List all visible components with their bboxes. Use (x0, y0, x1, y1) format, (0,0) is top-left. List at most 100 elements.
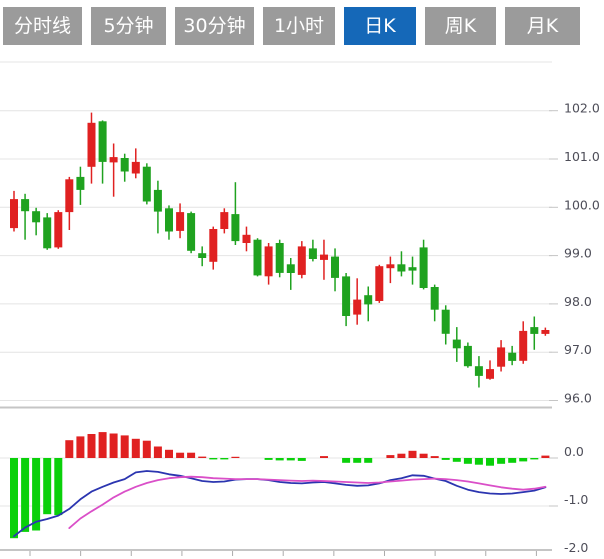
candle-body (463, 345, 472, 367)
macd-axis-label: 0.0 (564, 444, 584, 459)
tab-weekly-k[interactable]: 周K (425, 7, 496, 45)
tab-30-minute[interactable]: 30分钟 (175, 7, 254, 45)
candle-body (98, 121, 107, 162)
macd-histogram-bar (320, 456, 328, 458)
candle-body (65, 179, 74, 213)
candle-body (209, 229, 218, 262)
candle-body (32, 211, 41, 223)
macd-histogram-bar (98, 432, 107, 458)
candle-body (142, 166, 151, 202)
macd-histogram-bar (21, 458, 30, 532)
candle-body (242, 234, 251, 243)
macd-histogram-bar (497, 458, 506, 464)
timeframe-tabbar: 分时线 5分钟 30分钟 1小时 日K 周K 月K (3, 7, 580, 45)
macd-histogram-bar (463, 458, 472, 464)
candle-body (10, 199, 18, 229)
macd-histogram-bar (32, 458, 41, 531)
macd-histogram-bar (131, 438, 140, 458)
macd-histogram-bar (486, 458, 494, 466)
candle-body (109, 157, 118, 163)
candle-body (486, 369, 494, 379)
macd-histogram-bar (508, 458, 517, 463)
macd-histogram-bar (10, 458, 18, 539)
candle-body (320, 254, 328, 260)
macd-histogram-bar (541, 455, 550, 458)
candle-body (176, 212, 185, 231)
candle-body (441, 309, 450, 334)
macd-axis-label: -1.0 (564, 492, 588, 507)
price-axis-label: 102.0 (564, 101, 600, 116)
macd-histogram-bar (342, 458, 351, 463)
macd-histogram-bar (530, 458, 539, 460)
macd-histogram-bar (198, 456, 207, 458)
candle-body (430, 287, 439, 310)
candle-body (297, 246, 306, 275)
macd-histogram-bar (430, 456, 439, 458)
candle-body (530, 327, 539, 334)
candle-body (120, 158, 129, 172)
macd-histogram-bar (220, 458, 229, 460)
price-axis-label: 97.0 (564, 342, 592, 357)
macd-axis-label: -2.0 (564, 540, 588, 555)
tab-5-minute[interactable]: 5分钟 (91, 7, 166, 45)
macd-histogram-bar (364, 458, 373, 463)
candle-body (21, 199, 30, 212)
candle-body (419, 247, 428, 288)
candle-body (165, 208, 173, 232)
candle-body (342, 276, 351, 316)
candle-body (497, 347, 506, 367)
candle-body (474, 366, 483, 376)
tab-monthly-k[interactable]: 月K (505, 7, 580, 45)
macd-histogram-bar (109, 433, 118, 458)
macd-histogram-bar (209, 458, 218, 460)
candle-body (541, 330, 550, 334)
candle-body (54, 212, 63, 248)
price-axis-label: 101.0 (564, 149, 600, 164)
candle-body (264, 246, 273, 277)
macd-histogram-bar (441, 458, 450, 460)
candle-body (153, 189, 162, 212)
candle-body (408, 267, 417, 271)
macd-histogram-bar (408, 450, 417, 458)
candle-body (286, 264, 295, 273)
candle-body (87, 122, 96, 167)
tab-time-share-line[interactable]: 分时线 (3, 7, 82, 45)
candle-body (198, 253, 207, 258)
macd-histogram-bar (165, 449, 173, 458)
price-axis-label: 99.0 (564, 246, 592, 261)
macd-histogram-bar (231, 456, 240, 458)
macd-histogram-bar (297, 458, 306, 461)
candle-body (253, 239, 262, 276)
tab-1-hour[interactable]: 1小时 (263, 7, 335, 45)
candle-body (375, 266, 384, 301)
price-axis-label: 98.0 (564, 294, 592, 309)
macd-histogram-bar (452, 458, 461, 462)
macd-histogram-bar (176, 452, 185, 458)
candle-body (231, 214, 240, 242)
tab-daily-k[interactable]: 日K (344, 7, 416, 45)
macd-histogram-bar (286, 458, 295, 461)
macd-histogram-bar (474, 458, 483, 465)
macd-histogram-bar (386, 455, 395, 458)
candle-body (331, 256, 339, 278)
macd-histogram-bar (142, 440, 151, 458)
macd-histogram-bar (87, 434, 96, 458)
candle-body (386, 264, 395, 269)
macd-histogram-bar (419, 453, 428, 458)
candle-body (508, 352, 517, 361)
candle-body (76, 176, 85, 190)
price-axis-label: 96.0 (564, 391, 592, 406)
macd-histogram-bar (65, 440, 74, 458)
macd-histogram-bar (519, 458, 528, 462)
macd-histogram-bar (43, 458, 52, 515)
candle-body (275, 243, 284, 273)
macd-histogram-bar (397, 453, 406, 458)
macd-histogram-bar (54, 458, 63, 516)
macd-histogram-bar (264, 458, 273, 460)
candle-body (308, 248, 317, 259)
macd-histogram-bar (76, 436, 85, 458)
macd-histogram-bar (187, 452, 196, 458)
